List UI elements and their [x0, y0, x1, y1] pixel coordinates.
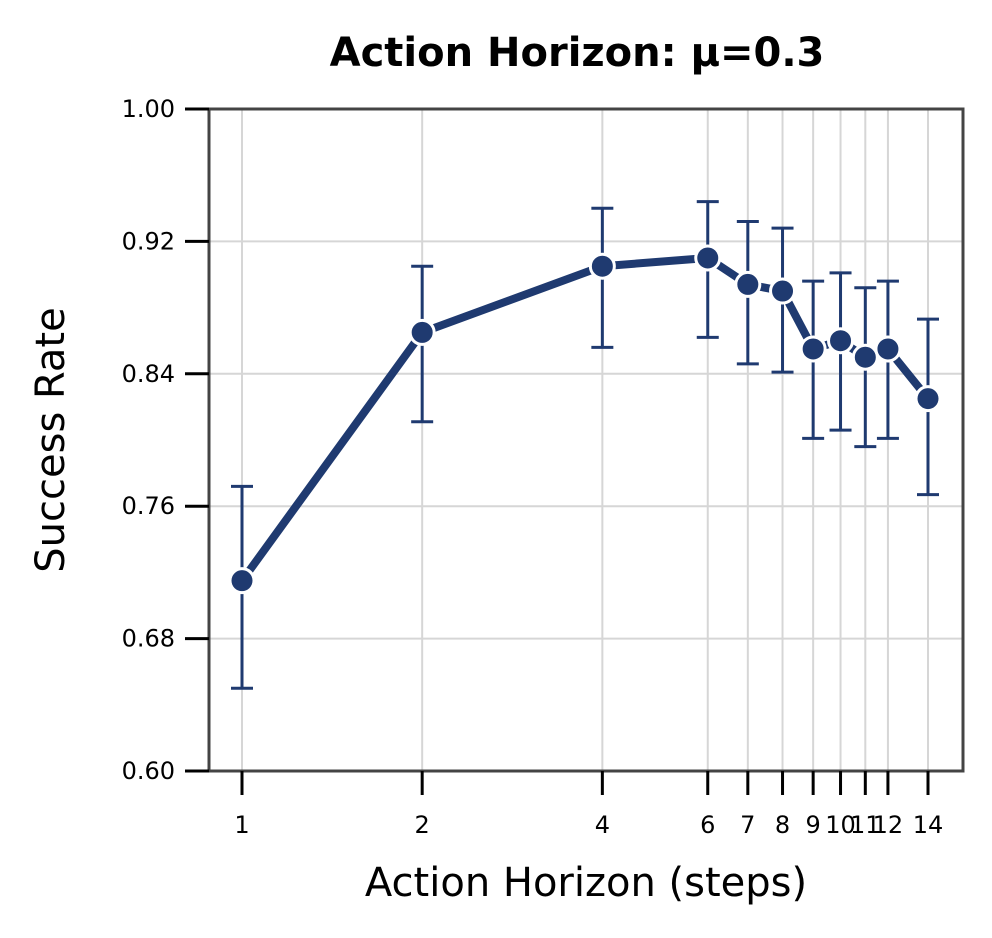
series-layer [228, 200, 942, 690]
y-tick-label: 0.92 [122, 227, 175, 255]
data-point [769, 277, 797, 305]
data-point [851, 343, 879, 371]
x-tick-label: 1 [234, 811, 249, 839]
series-line [238, 253, 932, 585]
chart-title: Action Horizon: μ=0.3 [330, 30, 825, 76]
data-point [228, 567, 256, 595]
data-point [694, 244, 722, 272]
x-tick-label: 11 [850, 811, 881, 839]
y-axis-label: Success Rate [28, 307, 74, 572]
y-tick-label: 0.84 [122, 360, 175, 388]
y-tick-label: 0.76 [122, 492, 175, 520]
data-point [799, 335, 827, 363]
data-point [874, 335, 902, 363]
x-tick-label: 10 [825, 811, 856, 839]
data-point [408, 318, 436, 346]
x-tick-label: 14 [913, 811, 944, 839]
x-tick-label: 9 [806, 811, 821, 839]
plot-frame [207, 107, 965, 773]
data-point [734, 270, 762, 298]
y-tick-label: 0.68 [122, 625, 175, 653]
data-point [914, 385, 942, 413]
y-tick-label: 0.60 [122, 757, 175, 785]
x-tick-label: 8 [775, 811, 790, 839]
y-tick-label: 1.00 [122, 95, 175, 123]
x-tick-label: 2 [415, 811, 430, 839]
x-tick-label: 4 [595, 811, 610, 839]
x-tick-label: 12 [873, 811, 904, 839]
data-point [588, 252, 616, 280]
x-tick-label: 7 [740, 811, 755, 839]
data-point [827, 327, 855, 355]
x-tick-label: 6 [700, 811, 715, 839]
x-axis-label: Action Horizon (steps) [365, 860, 807, 906]
grid [209, 108, 963, 772]
